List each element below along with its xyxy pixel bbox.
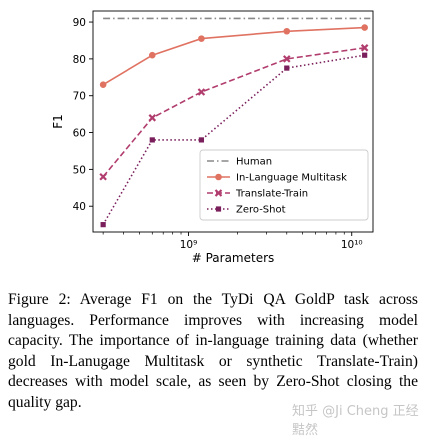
data-point-1-2 <box>198 35 205 42</box>
data-point-1-3 <box>283 27 291 35</box>
y-tick-label-4: 80 <box>73 54 86 66</box>
data-point-3-0 <box>100 222 106 228</box>
data-point-3-3 <box>284 65 290 71</box>
legend-label-2: Translate-Train <box>235 189 308 200</box>
legend-marker-2 <box>214 189 223 197</box>
data-point-1-4 <box>361 24 368 31</box>
data-point-2-3 <box>282 55 291 63</box>
watermark: 知乎 @Ji Cheng 正经黠然 <box>292 404 419 438</box>
chart: 40 50 60 70 80 90 10⁹ 10¹⁰ # Parameters F1 Human In… <box>51 10 374 265</box>
series-line-1 <box>102 26 365 86</box>
legend-label-3: Zero-Shot <box>236 205 286 216</box>
y-tick-label-2: 60 <box>73 128 86 140</box>
data-point-1-0 <box>99 81 107 88</box>
data-point-2-4 <box>360 44 369 52</box>
plot-frame <box>92 10 374 233</box>
data-point-2-0 <box>99 172 107 181</box>
legend-box <box>199 149 369 221</box>
y-axis-label: F1 <box>51 114 65 129</box>
x-tick-label-1: 10¹⁰ <box>341 239 363 251</box>
y-tick-label-0: 40 <box>73 201 86 213</box>
y-tick-label-5: 90 <box>73 17 86 29</box>
y-tick-label-3: 70 <box>73 91 86 103</box>
data-point-3-4 <box>362 52 368 58</box>
legend-marker-1 <box>215 173 222 181</box>
legend-marker-3 <box>215 206 222 212</box>
y-tick-label-1: 50 <box>73 164 86 176</box>
data-point-1-1 <box>148 51 156 59</box>
x-tick-label-0: 10⁹ <box>180 239 198 251</box>
data-point-2-1 <box>148 114 157 122</box>
legend-label-1: In-Language Multitask <box>236 173 347 184</box>
data-point-3-1 <box>149 137 155 143</box>
data-point-3-2 <box>198 137 205 143</box>
figure-caption: Figure 2: Average F1 on the TyDi QA Gold… <box>8 291 418 411</box>
data-point-2-2 <box>197 88 206 96</box>
x-axis-label: # Parameters <box>192 251 275 265</box>
series-line-3 <box>102 54 365 226</box>
legend-label-0: Human <box>236 157 272 168</box>
